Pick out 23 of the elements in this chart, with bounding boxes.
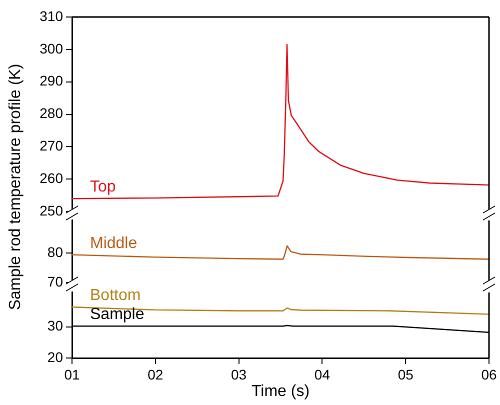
y-tick-label: 250 <box>40 202 64 218</box>
y-tick-label: 300 <box>40 40 64 56</box>
x-tick-label: 01 <box>64 366 80 382</box>
y-tick-label: 280 <box>40 105 64 122</box>
y-axis-title: Sample rod temperature profile (K) <box>7 64 25 310</box>
y-tick-label: 270 <box>40 138 64 154</box>
x-axis-title: Time (s) <box>251 382 310 400</box>
series-label: Bottom <box>90 286 141 304</box>
series-label: Middle <box>90 234 138 252</box>
y-tick-label: 260 <box>40 170 64 186</box>
y-tick-label: 20 <box>47 348 64 364</box>
x-tick-label: 02 <box>148 366 164 382</box>
series-label: Sample <box>90 306 144 323</box>
x-tick-label: 03 <box>231 366 247 382</box>
x-tick-label: 06 <box>481 366 497 382</box>
y-tick-label: 310 <box>40 8 64 24</box>
y-tick-label: 30 <box>47 317 64 334</box>
y-tick-label: 290 <box>40 72 64 89</box>
y-tick-label: 80 <box>47 244 64 260</box>
series-label: Top <box>90 178 116 196</box>
x-tick-label: 04 <box>314 366 330 382</box>
y-tick-label: 70 <box>47 274 64 290</box>
x-tick-label: 05 <box>398 366 414 382</box>
